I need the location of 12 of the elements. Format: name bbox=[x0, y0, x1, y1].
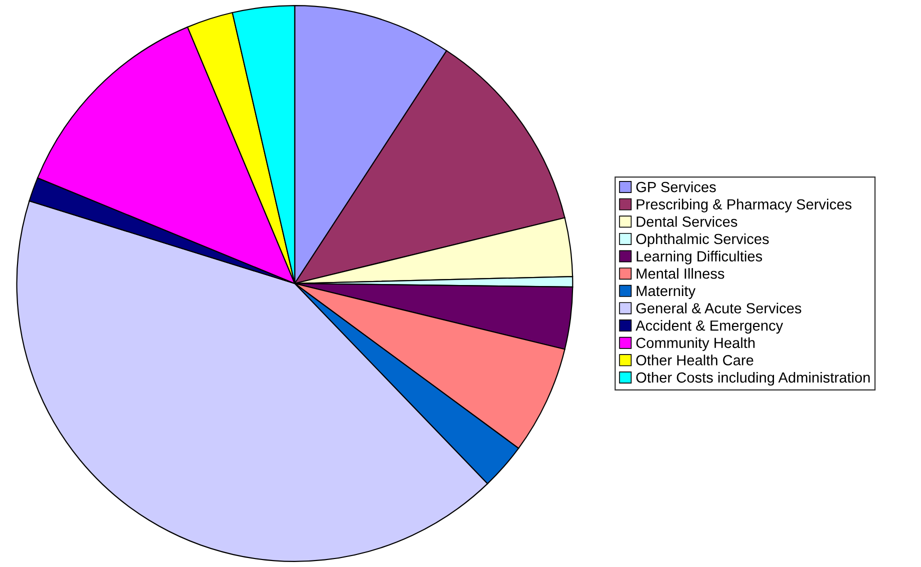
legend-label: Dental Services bbox=[636, 216, 738, 227]
legend-label: General & Acute Services bbox=[636, 302, 802, 314]
legend-label: Ophthalmic Services bbox=[636, 233, 769, 248]
legend-label: Accident & Emergency bbox=[636, 320, 784, 334]
legend-label: Community Health bbox=[636, 337, 755, 351]
legend-label: Maternity bbox=[636, 285, 696, 299]
legend-label: GP Services bbox=[636, 181, 716, 192]
legend-label: Other Costs including Administration bbox=[636, 372, 870, 386]
legend-label: Prescribing & Pharmacy Services bbox=[636, 198, 852, 212]
legend-label: Other Health Care bbox=[636, 354, 754, 366]
legend-label: Learning Difficulties bbox=[636, 250, 762, 264]
legend-label: Mental Illness bbox=[636, 268, 724, 279]
